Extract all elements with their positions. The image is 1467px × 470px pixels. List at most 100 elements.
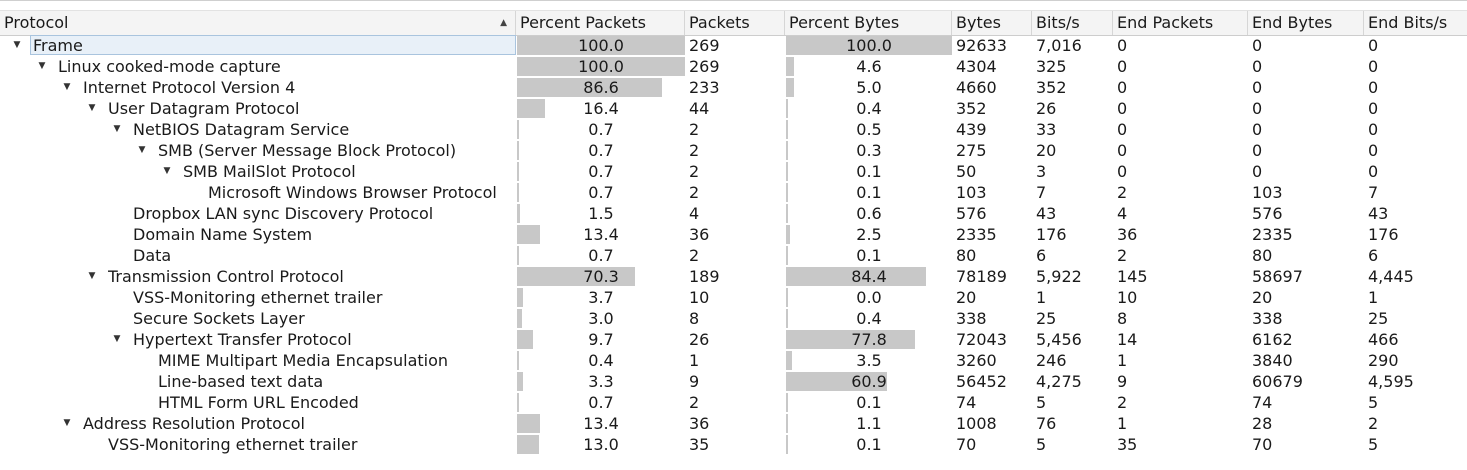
percent-packets-bar — [517, 414, 540, 433]
end-packets-cell: 9 — [1117, 372, 1128, 391]
expanded-arrow-icon[interactable]: ▼ — [88, 103, 96, 113]
bytes-cell: 72043 — [956, 330, 1007, 349]
end-bits-per-second-cell: 2 — [1368, 414, 1379, 433]
column-header-packets[interactable]: Packets — [685, 11, 785, 35]
expanded-arrow-icon[interactable]: ▼ — [163, 166, 171, 176]
percent-packets-value: 16.4 — [583, 99, 619, 118]
tree-row[interactable]: ▼ Internet Protocol Version 4 86.6 5.0 233 46… — [0, 77, 1467, 98]
bits-per-second-cell: 7 — [1036, 183, 1047, 202]
packets-cell: 189 — [689, 267, 720, 286]
protocol-name: VSS-Monitoring ethernet trailer — [108, 435, 358, 454]
percent-bytes-value: 84.4 — [851, 267, 887, 286]
column-header-label: Packets — [689, 13, 750, 32]
percent-bytes-bar — [786, 414, 788, 433]
percent-bytes-bar — [786, 393, 788, 412]
protocol-name: SMB MailSlot Protocol — [183, 162, 356, 181]
tree-row[interactable]: VSS-Monitoring ethernet trailer 3.7 0.0 10 2… — [0, 287, 1467, 308]
tree-row[interactable]: VSS-Monitoring ethernet trailer 13.0 0.1 35… — [0, 434, 1467, 455]
tree-row[interactable]: Data 0.7 0.1 2 80 6 2 80 6 — [0, 245, 1467, 266]
expanded-arrow-icon[interactable]: ▼ — [63, 418, 71, 428]
expanded-arrow-icon[interactable]: ▼ — [38, 61, 46, 71]
percent-bytes-value: 0.1 — [856, 183, 882, 202]
percent-bytes-value: 0.5 — [856, 120, 882, 139]
bits-per-second-cell: 6 — [1036, 246, 1047, 265]
protocol-name: Linux cooked-mode capture — [58, 57, 281, 76]
tree-row[interactable]: ▼ Frame 100.0 100.0 269 92633 7,016 0 0 0 — [0, 35, 1467, 56]
protocol-name: Domain Name System — [133, 225, 313, 244]
percent-packets-bar — [517, 372, 523, 391]
expanded-arrow-icon[interactable]: ▼ — [63, 82, 71, 92]
bytes-cell: 74 — [956, 393, 977, 412]
bytes-cell: 2335 — [956, 225, 997, 244]
protocol-name: VSS-Monitoring ethernet trailer — [133, 288, 383, 307]
column-header-label: Percent Bytes — [789, 13, 900, 32]
tree-row[interactable]: Secure Sockets Layer 3.0 0.4 8 338 25 8 338 25 — [0, 308, 1467, 329]
end-bytes-cell: 0 — [1252, 162, 1263, 181]
tree-row[interactable]: Domain Name System 13.4 2.5 36 2335 176 36 2335… — [0, 224, 1467, 245]
sort-ascending-icon: ▲ — [500, 18, 507, 28]
percent-bytes-value: 4.6 — [856, 57, 882, 76]
packets-cell: 2 — [689, 162, 700, 181]
tree-row[interactable]: MIME Multipart Media Encapsulation 0.4 3.5… — [0, 350, 1467, 371]
expanded-arrow-icon[interactable]: ▼ — [113, 334, 121, 344]
column-header-protocol[interactable]: Protocol ▲ — [0, 11, 516, 35]
packets-cell: 269 — [689, 57, 720, 76]
end-bits-per-second-cell: 176 — [1368, 225, 1399, 244]
percent-packets-bar — [517, 99, 545, 118]
expanded-arrow-icon[interactable]: ▼ — [138, 145, 146, 155]
tree-row[interactable]: HTML Form URL Encoded 0.7 0.1 2 74 5 2 74 5 — [0, 392, 1467, 413]
end-packets-cell: 2 — [1117, 183, 1128, 202]
tree-row[interactable]: ▼ Address Resolution Protocol 13.4 1.1 36 100… — [0, 413, 1467, 434]
column-header-end-packets[interactable]: End Packets — [1113, 11, 1248, 35]
tree-row[interactable]: ▼ SMB MailSlot Protocol 0.7 0.1 2 50 3 0 0 0 — [0, 161, 1467, 182]
percent-packets-bar — [517, 120, 519, 139]
percent-bytes-value: 0.4 — [856, 99, 882, 118]
expanded-arrow-icon[interactable]: ▼ — [88, 271, 96, 281]
percent-bytes-value: 0.1 — [856, 393, 882, 412]
tree-row[interactable]: ▼ Transmission Control Protocol 70.3 84.4 18… — [0, 266, 1467, 287]
protocol-name: Address Resolution Protocol — [83, 414, 305, 433]
end-packets-cell: 35 — [1117, 435, 1138, 454]
percent-packets-bar — [517, 309, 523, 328]
expanded-arrow-icon[interactable]: ▼ — [13, 40, 21, 50]
bits-per-second-cell: 5,456 — [1036, 330, 1082, 349]
percent-packets-value: 13.4 — [583, 414, 619, 433]
column-header-end-bytes[interactable]: End Bytes — [1248, 11, 1364, 35]
tree-row[interactable]: ▼ User Datagram Protocol 16.4 0.4 44 352 26 0 0 0 — [0, 98, 1467, 119]
bytes-cell: 20 — [956, 288, 977, 307]
column-header-label: Protocol — [4, 13, 69, 32]
bytes-cell: 103 — [956, 183, 987, 202]
tree-row[interactable]: Line-based text data 3.3 60.9 9 56452 4,275 9 6… — [0, 371, 1467, 392]
protocol-name: Line-based text data — [158, 372, 324, 391]
packets-cell: 2 — [689, 246, 700, 265]
tree-row[interactable]: Dropbox LAN sync Discovery Protocol 1.5 0.… — [0, 203, 1467, 224]
tree-row[interactable]: Microsoft Windows Browser Protocol 0.7 0.1… — [0, 182, 1467, 203]
percent-bytes-bar — [786, 288, 788, 307]
percent-bytes-value: 3.5 — [856, 351, 882, 370]
column-header-percent-packets[interactable]: Percent Packets — [516, 11, 685, 35]
percent-packets-value: 70.3 — [583, 267, 619, 286]
column-header-bytes[interactable]: Bytes — [952, 11, 1032, 35]
percent-bytes-bar — [786, 435, 788, 454]
percent-bytes-bar — [786, 78, 795, 97]
end-bytes-cell: 28 — [1252, 414, 1273, 433]
column-header-bits-per-second[interactable]: Bits/s — [1032, 11, 1113, 35]
column-header-percent-bytes[interactable]: Percent Bytes — [785, 11, 952, 35]
tree-row[interactable]: ▼ Linux cooked-mode capture 100.0 4.6 269 430… — [0, 56, 1467, 77]
end-packets-cell: 2 — [1117, 393, 1128, 412]
packets-cell: 26 — [689, 330, 710, 349]
end-bits-per-second-cell: 0 — [1368, 120, 1379, 139]
packets-cell: 36 — [689, 414, 710, 433]
end-bytes-cell: 0 — [1252, 57, 1263, 76]
column-header-end-bits-per-second[interactable]: End Bits/s — [1364, 11, 1467, 35]
tree-row[interactable]: ▼ NetBIOS Datagram Service 0.7 0.5 2 439 33 0 0 0 — [0, 119, 1467, 140]
tree-row[interactable]: ▼ Hypertext Transfer Protocol 9.7 77.8 26 720… — [0, 329, 1467, 350]
expanded-arrow-icon[interactable]: ▼ — [113, 124, 121, 134]
packets-cell: 4 — [689, 204, 700, 223]
tree-row[interactable]: ▼ SMB (Server Message Block Protocol) 0.7 0… — [0, 140, 1467, 161]
packets-cell: 10 — [689, 288, 710, 307]
percent-packets-value: 13.0 — [583, 435, 619, 454]
percent-bytes-value: 77.8 — [851, 330, 887, 349]
percent-bytes-bar — [786, 225, 791, 244]
percent-packets-value: 0.7 — [588, 393, 614, 412]
